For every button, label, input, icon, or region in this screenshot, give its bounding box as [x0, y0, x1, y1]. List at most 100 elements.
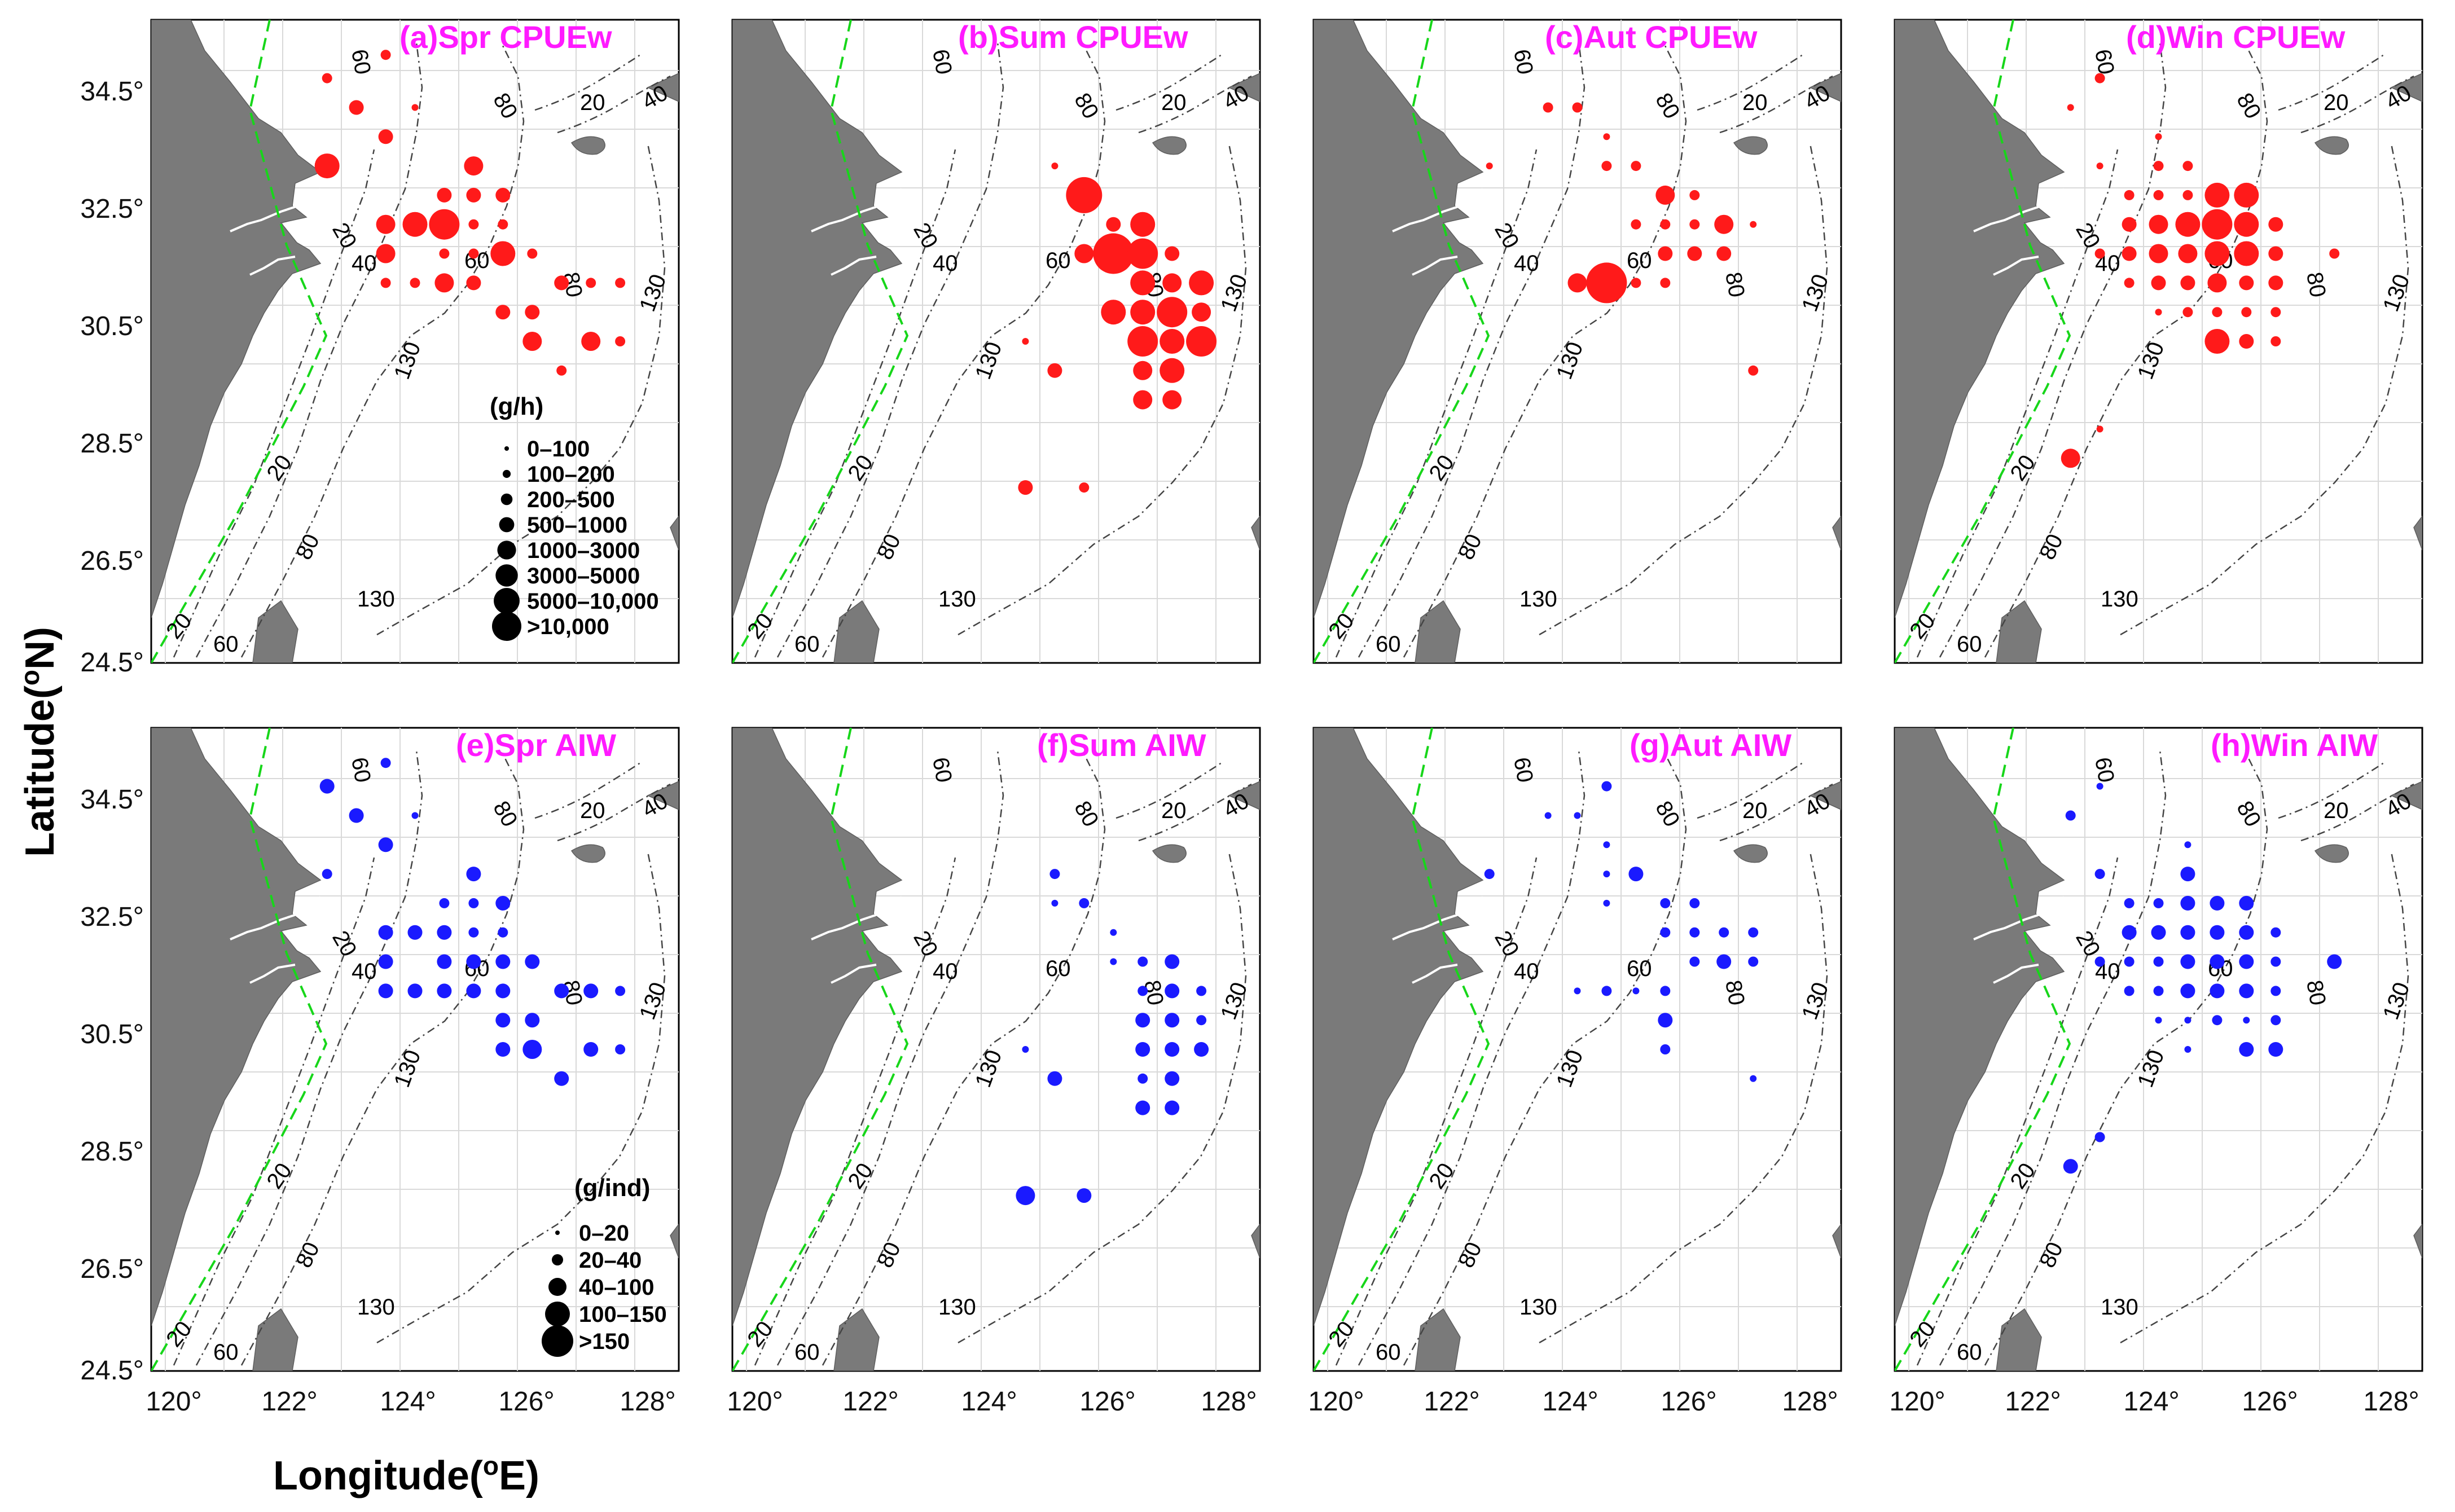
y-tick-label: 32.5°	[80, 194, 144, 224]
station-dot	[1714, 214, 1734, 234]
station-dot	[1689, 898, 1700, 908]
station-dot	[583, 1042, 599, 1057]
station-dot	[1047, 363, 1062, 378]
station-dot	[2149, 214, 2168, 234]
station-dot	[2234, 182, 2259, 208]
station-dot	[2153, 986, 2164, 996]
station-dot	[495, 1013, 511, 1028]
station-dot	[2268, 275, 2283, 291]
station-dot	[376, 214, 396, 234]
legend-title: (g/h)	[490, 393, 543, 420]
station-dot	[1748, 365, 1759, 376]
panel-title: (c)Aut CPUEw	[1545, 19, 1758, 55]
y-tick-label: 34.5°	[80, 785, 144, 815]
station-dot	[1544, 812, 1552, 819]
station-dot	[1165, 983, 1180, 999]
station-dot	[2096, 162, 2103, 170]
legend-label: 500–1000	[527, 513, 627, 538]
panel-title: (f)Sum AIW	[1037, 727, 1206, 763]
station-dot	[349, 100, 364, 115]
station-dot	[2122, 217, 2137, 232]
station-dot	[2234, 241, 2259, 266]
station-dot	[1603, 899, 1610, 907]
station-dot	[615, 1044, 626, 1054]
station-dot	[2124, 898, 2135, 908]
x-tick-label: 128°	[2363, 1387, 2419, 1417]
station-dot	[2210, 895, 2225, 911]
station-dot	[1165, 1013, 1180, 1028]
station-dot	[2243, 1017, 2250, 1024]
station-dot	[490, 241, 516, 266]
y-tick-label: 24.5°	[80, 1356, 144, 1386]
station-dot	[1079, 898, 1090, 908]
panel-title: (g)Aut AIW	[1630, 727, 1791, 763]
station-dot	[2149, 244, 2168, 263]
station-dot	[2175, 212, 2201, 237]
station-dot	[2268, 246, 2283, 261]
station-dot	[1689, 927, 1700, 938]
station-dot	[2180, 925, 2195, 940]
station-dot	[2063, 1159, 2078, 1174]
station-dot	[319, 779, 335, 794]
x-tick-label: 124°	[2123, 1387, 2179, 1417]
station-dot	[554, 983, 569, 999]
station-dot	[554, 275, 569, 291]
station-dot	[498, 219, 508, 230]
station-dot	[495, 983, 511, 999]
station-dot	[1631, 219, 1641, 230]
station-dot	[1574, 987, 1581, 995]
x-axis-panel-f: 120° 122° 124° 126° 128°	[727, 1387, 1257, 1417]
station-dot	[1130, 212, 1156, 237]
station-dot	[1567, 273, 1587, 293]
station-dot	[1079, 482, 1090, 493]
station-dot	[1574, 812, 1581, 819]
station-dot	[527, 248, 538, 259]
panel-f-sum-aiw: (f)Sum AIW	[732, 727, 1260, 1371]
station-dot	[1660, 927, 1671, 938]
station-dot	[439, 248, 450, 259]
station-dot	[2184, 1017, 2192, 1024]
station-dot	[525, 954, 540, 969]
station-dot	[407, 983, 423, 999]
station-dot	[2061, 449, 2080, 468]
station-dot	[2122, 246, 2137, 261]
station-dot	[468, 898, 479, 908]
station-dot	[468, 248, 479, 259]
station-dot	[1101, 300, 1126, 325]
station-dot	[1138, 986, 1148, 996]
station-dot	[1093, 233, 1134, 274]
station-dot	[2153, 190, 2164, 200]
panel-c-aut-cpuew: (c)Aut CPUEw	[1314, 19, 1841, 663]
station-dot	[1135, 1013, 1150, 1028]
station-dot	[1572, 102, 1583, 113]
station-dot	[1130, 270, 1156, 296]
station-dot	[434, 273, 454, 293]
station-dot	[1601, 986, 1612, 996]
station-dot	[2180, 983, 2195, 999]
station-dot	[1628, 867, 1644, 882]
station-dot	[556, 365, 567, 376]
legend-label: >150	[579, 1329, 630, 1354]
station-dot	[1165, 246, 1180, 261]
station-dot	[322, 869, 332, 880]
y-tick-label: 26.5°	[80, 546, 144, 576]
legend-label: 40–100	[579, 1275, 654, 1300]
x-axis-panel-g: 120° 122° 124° 126° 128°	[1308, 1387, 1838, 1417]
station-dot	[1066, 177, 1103, 213]
station-dot	[2239, 925, 2254, 940]
station-dot	[2094, 73, 2105, 83]
panel-e-spr-aiw: (e)Spr AIW (g/ind) 0–2020–4040–100100–15…	[151, 727, 679, 1371]
station-dot	[468, 219, 479, 230]
station-dot	[1110, 958, 1117, 965]
station-dot	[2184, 1046, 2192, 1053]
station-dot	[439, 898, 450, 908]
y-axis-row2: 34.5° 32.5° 30.5° 28.5° 26.5° 24.5°	[80, 785, 144, 1386]
station-dot	[2178, 244, 2198, 263]
station-dot	[615, 986, 626, 996]
station-dot	[2124, 986, 2135, 996]
station-dot	[1687, 246, 1702, 261]
x-axis-panel-h: 120° 122° 124° 126° 128°	[1889, 1387, 2419, 1417]
panel-title: (b)Sum CPUEw	[958, 19, 1188, 55]
station-dot	[1165, 1100, 1180, 1115]
y-tick-label: 30.5°	[80, 1019, 144, 1049]
